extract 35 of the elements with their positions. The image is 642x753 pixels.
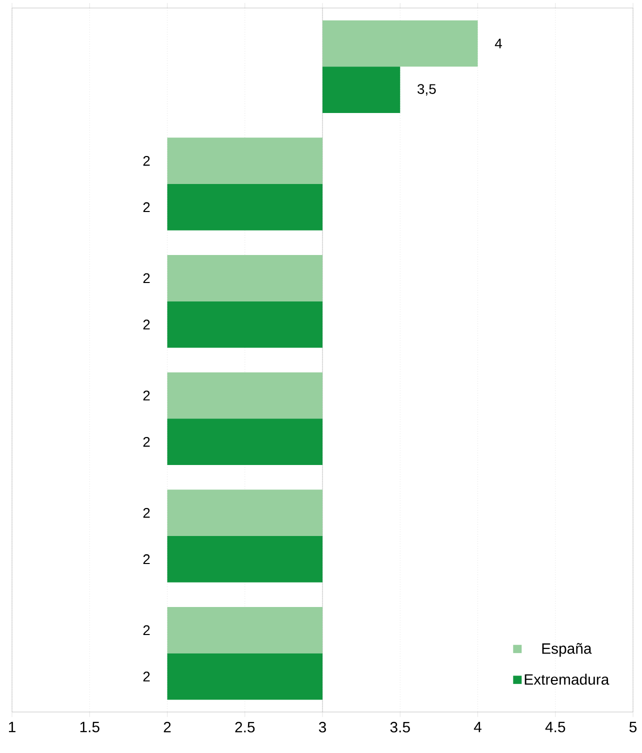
data-label: 2 — [143, 273, 150, 284]
data-label: 2 — [143, 320, 150, 330]
bar — [167, 184, 323, 230]
x-tick-label: 2.5 — [235, 722, 255, 732]
legend-label: Extremadura — [524, 674, 610, 685]
data-label: 2 — [143, 625, 150, 636]
x-tick-label: 4 — [474, 722, 482, 732]
bar — [167, 372, 323, 419]
data-label: 2 — [143, 156, 150, 166]
bar — [167, 254, 323, 302]
data-label: 2 — [143, 508, 150, 518]
bar — [167, 490, 323, 536]
data-label: 2 — [143, 672, 150, 682]
bar — [322, 66, 400, 114]
legend-label: España — [542, 642, 592, 657]
bar — [167, 301, 323, 348]
data-label: 2 — [143, 554, 150, 564]
data-label: 4 — [494, 38, 502, 48]
data-label: 3,5 — [418, 84, 436, 96]
x-tick-label: 3 — [318, 722, 326, 732]
data-label: 2 — [143, 390, 150, 400]
bar — [167, 418, 323, 466]
bar — [167, 536, 323, 582]
x-tick-label: 4.5 — [545, 722, 566, 732]
bar — [167, 606, 323, 654]
bar — [167, 138, 323, 184]
x-tick-label: 1.5 — [80, 722, 100, 732]
x-tick-label: 5 — [629, 722, 637, 732]
x-tick-label: 2 — [164, 722, 171, 732]
bar — [167, 653, 323, 700]
x-tick-label: 3.5 — [390, 722, 410, 732]
x-tick-label: 1 — [8, 722, 16, 732]
data-label: 2 — [143, 202, 150, 212]
bar — [322, 20, 478, 67]
data-label: 2 — [143, 436, 150, 447]
